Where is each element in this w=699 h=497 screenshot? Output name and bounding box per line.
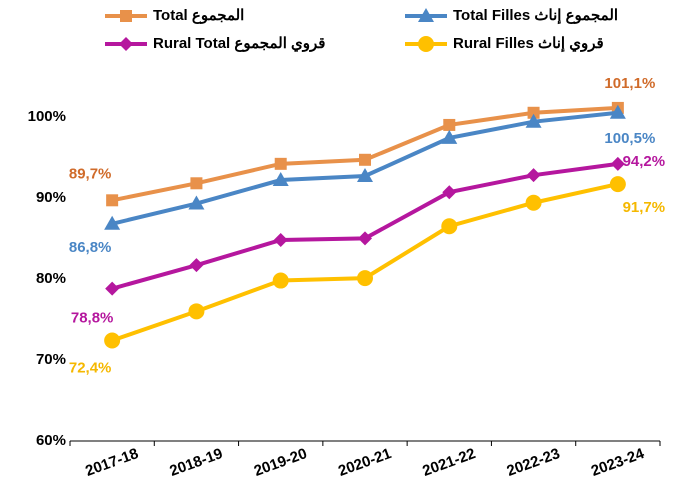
point [190, 177, 203, 190]
data-label: 78,8% [71, 310, 114, 327]
point [272, 272, 289, 289]
legend-marker [120, 10, 132, 22]
legend-marker [418, 36, 434, 52]
y-tick-label: 100% [28, 108, 66, 125]
x-tick-label: 2018-19 [167, 445, 225, 480]
point [526, 168, 541, 183]
legend-label: Total Filles المجموع إناث [453, 7, 618, 24]
point [188, 303, 205, 320]
point [358, 231, 372, 246]
point [609, 104, 626, 119]
point [441, 218, 458, 235]
point [273, 233, 288, 248]
x-tick-label: 2023-24 [589, 445, 647, 480]
point [104, 332, 121, 349]
y-tick-label: 70% [36, 351, 66, 368]
point [359, 153, 371, 166]
point [441, 129, 458, 144]
data-label: 100,5% [604, 130, 655, 147]
x-tick-label: 2022-23 [505, 445, 563, 480]
y-tick-label: 90% [36, 189, 66, 206]
data-label: 101,1% [604, 75, 655, 92]
point [357, 167, 373, 182]
point [106, 194, 119, 207]
point [105, 281, 120, 296]
point [442, 185, 457, 200]
data-label: 94,2% [623, 153, 666, 170]
point [272, 172, 289, 187]
y-tick-label: 60% [36, 432, 66, 449]
x-tick-label: 2021-22 [420, 445, 478, 480]
point [609, 176, 626, 193]
series-line [111, 161, 619, 291]
point [104, 215, 121, 230]
x-tick-label: 2017-18 [83, 445, 141, 480]
legend-label: Total المجموع [153, 7, 244, 24]
point [443, 118, 456, 131]
data-label: 72,4% [69, 359, 112, 376]
point [189, 258, 204, 273]
point [525, 113, 542, 128]
point [527, 106, 540, 119]
point [610, 156, 625, 171]
data-label: 89,7% [69, 165, 112, 182]
data-label: 86,8% [69, 239, 112, 256]
data-label: 91,7% [623, 199, 666, 216]
legend-marker [119, 37, 133, 51]
legend-marker [418, 8, 434, 22]
y-tick-label: 80% [36, 270, 66, 287]
point [188, 195, 205, 210]
legend-label: Rural Filles قروي إناث [453, 35, 604, 53]
point [357, 270, 373, 287]
x-tick-label: 2020-21 [336, 445, 394, 480]
legend-label: Rural Total قروي المجموع [153, 35, 325, 53]
point [274, 157, 287, 170]
point [525, 194, 542, 211]
x-tick-label: 2019-20 [252, 445, 310, 480]
